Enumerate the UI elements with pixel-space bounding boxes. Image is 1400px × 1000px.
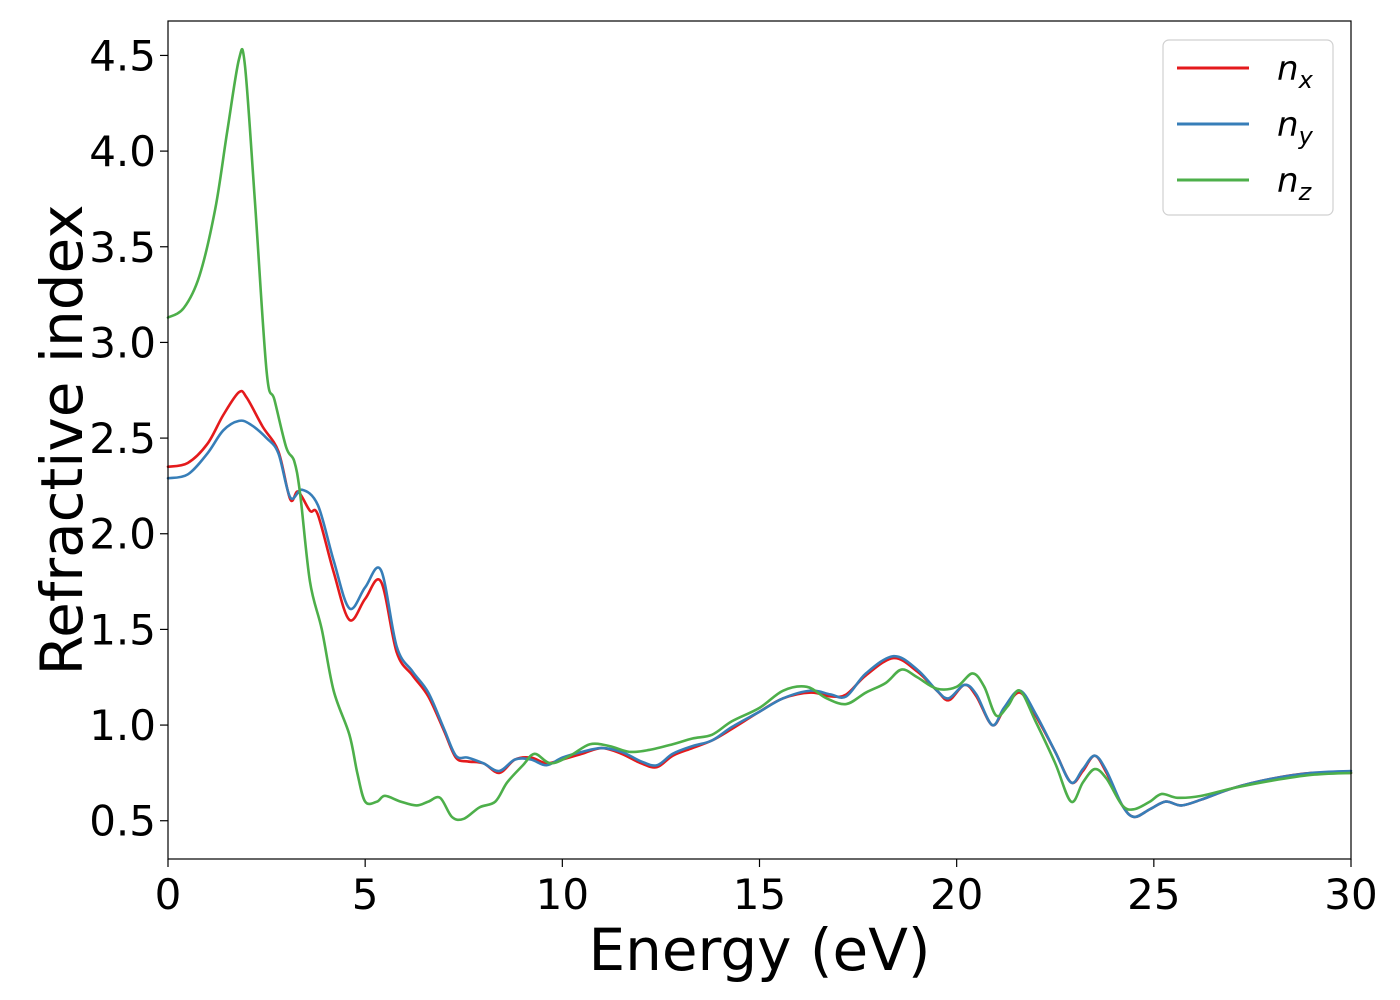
legend-box (1162, 39, 1334, 216)
legend-label-x: nx (1277, 49, 1314, 94)
y-tick-label: 4.5 (89, 31, 156, 80)
legend-label-z: nz (1277, 161, 1313, 206)
legend: nx ny nz (1162, 39, 1334, 216)
y-tick-label: 1.0 (89, 701, 156, 750)
x-tick-label: 25 (1127, 870, 1180, 919)
x-tick-label: 30 (1324, 870, 1377, 919)
series-line-y (166, 419, 1353, 819)
y-tick-label: 2.5 (89, 414, 156, 463)
x-tick-label: 20 (930, 870, 983, 919)
axis-ticks: 0 5 10 15 20 25 30 0.5 1.0 1.5 2.0 2.5 3.0 3.5 4.0 4.5 (89, 31, 1378, 919)
series-line-z (166, 47, 1353, 822)
x-tick-label: 5 (352, 870, 379, 919)
y-tick-label: 2.0 (89, 510, 156, 559)
y-axis-title: Refractive index (28, 204, 96, 675)
x-tick-label: 15 (733, 870, 786, 919)
x-tick-label: 0 (155, 870, 182, 919)
series-lines (166, 47, 1353, 822)
y-tick-label: 4.0 (89, 127, 156, 176)
legend-label-y: ny (1277, 105, 1314, 150)
y-tick-label: 0.5 (89, 797, 156, 846)
y-tick-label: 3.0 (89, 318, 156, 367)
x-tick-label: 10 (536, 870, 589, 919)
y-tick-label: 1.5 (89, 605, 156, 654)
x-axis-title: Energy (eV) (588, 916, 930, 984)
y-tick-label: 3.5 (89, 223, 156, 272)
